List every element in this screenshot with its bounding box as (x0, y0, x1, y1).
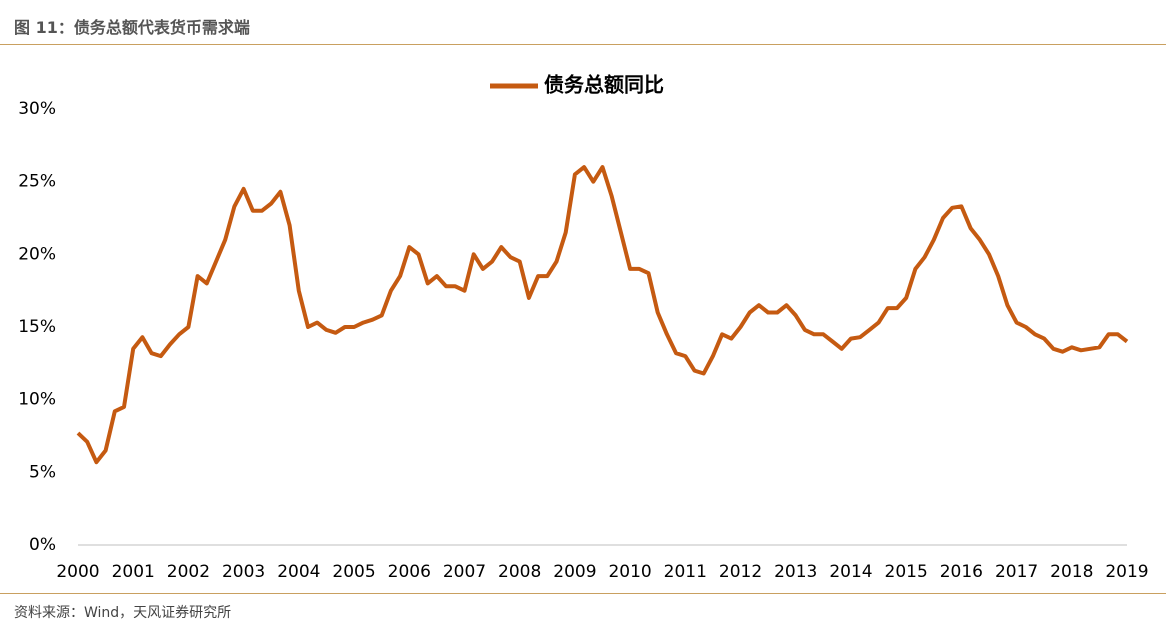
x-tick-label: 2000 (56, 562, 99, 582)
y-tick-label: 10% (18, 390, 56, 410)
x-tick-label: 2005 (332, 562, 375, 582)
y-tick-label: 20% (18, 244, 56, 264)
x-tick-label: 2017 (995, 562, 1038, 582)
rule (0, 593, 1166, 594)
x-tick-label: 2009 (553, 562, 596, 582)
x-tick-label: 2011 (664, 562, 707, 582)
y-tick-label: 5% (29, 462, 56, 482)
x-tick-label: 2019 (1105, 562, 1148, 582)
x-tick-label: 2007 (443, 562, 486, 582)
x-tick-label: 2012 (719, 562, 762, 582)
x-tick-label: 2014 (829, 562, 872, 582)
y-tick-label: 0% (29, 535, 56, 555)
x-tick-label: 2006 (388, 562, 431, 582)
x-tick-label: 2004 (277, 562, 320, 582)
y-tick-label: 25% (18, 172, 56, 192)
x-tick-label: 2010 (608, 562, 651, 582)
series-line (76, 165, 1129, 465)
x-tick-label: 2001 (112, 562, 155, 582)
x-tick-label: 2002 (167, 562, 210, 582)
y-tick-label: 15% (18, 317, 56, 337)
x-tick-label: 2018 (1050, 562, 1093, 582)
x-tick-label: 2013 (774, 562, 817, 582)
x-tick-label: 2016 (940, 562, 983, 582)
legend-label: 债务总额同比 (544, 73, 664, 97)
figure-title: 图 11：债务总额代表货币需求端 (14, 18, 250, 37)
x-tick-label: 2008 (498, 562, 541, 582)
x-tick-label: 2015 (885, 562, 928, 582)
rule (0, 44, 1166, 45)
source-note: 资料来源：Wind，天风证券研究所 (14, 605, 232, 621)
x-tick-label: 2003 (222, 562, 265, 582)
y-tick-label: 30% (18, 99, 56, 119)
